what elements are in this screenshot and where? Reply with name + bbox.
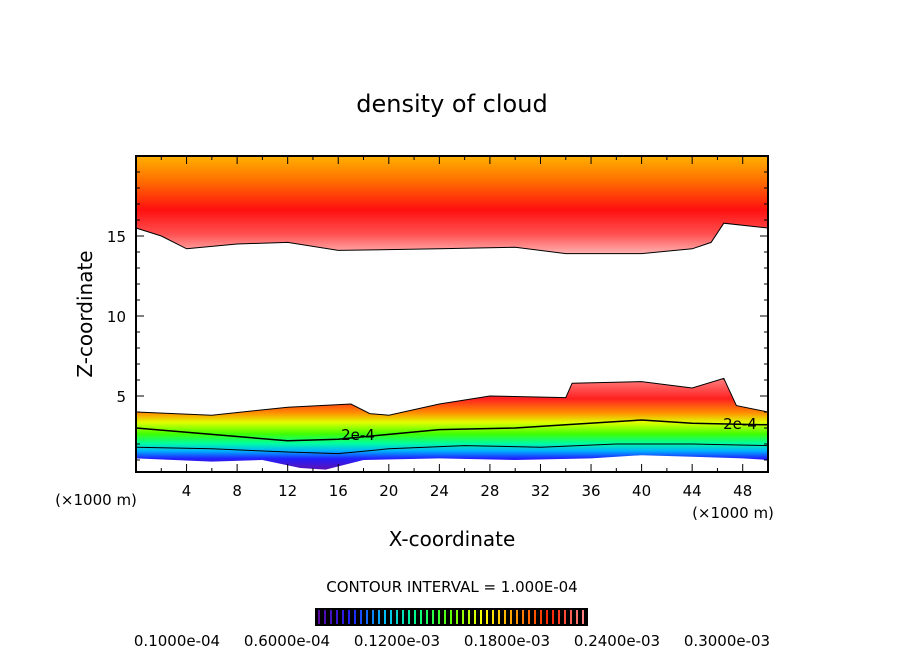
- x-tick-label: 24: [430, 482, 449, 500]
- colorbar-swatch: [582, 610, 584, 624]
- colorbar-label: 0.1000e-04: [134, 632, 220, 650]
- x-tick-label: 28: [480, 482, 499, 500]
- colorbar-swatch: [330, 610, 332, 624]
- x-unit-label-left: (×1000 m): [55, 491, 137, 509]
- colorbar-label: 0.1800e-03: [464, 632, 550, 650]
- colorbar-swatch: [462, 610, 464, 624]
- x-tick-label: 4: [182, 482, 192, 500]
- colorbar-swatch: [366, 610, 368, 624]
- colorbar-swatch: [540, 610, 542, 624]
- colorbar-swatch: [450, 610, 452, 624]
- colorbar-swatch: [360, 610, 362, 624]
- colorbar-swatch: [468, 610, 470, 624]
- colorbar-swatch: [348, 610, 350, 624]
- colorbar: [315, 608, 588, 626]
- x-tick-label: 40: [632, 482, 651, 500]
- y-tick-label: 5: [116, 388, 126, 406]
- colorbar-swatch: [474, 610, 476, 624]
- colorbar-swatch: [318, 610, 320, 624]
- contour-line: [135, 377, 769, 416]
- colorbar-swatch: [570, 610, 572, 624]
- x-tick-label: 8: [232, 482, 242, 500]
- contour-label: 2e-4: [341, 426, 375, 444]
- colorbar-swatch: [414, 610, 416, 624]
- colorbar-swatch: [576, 610, 578, 624]
- colorbar-swatch: [546, 610, 548, 624]
- colorbar-swatch: [420, 610, 422, 624]
- colorbar-swatch: [402, 610, 404, 624]
- colorbar-swatch: [558, 610, 560, 624]
- colorbar-swatch: [534, 610, 536, 624]
- contour-line: [135, 443, 769, 455]
- colorbar-swatch: [378, 610, 380, 624]
- chart-title: density of cloud: [356, 90, 547, 118]
- colorbar-swatch: [564, 610, 566, 624]
- y-axis-label: Z-coordinate: [73, 250, 97, 377]
- plot-frame: [135, 155, 769, 473]
- colorbar-label: 0.2400e-03: [574, 632, 660, 650]
- x-tick-label: 20: [379, 482, 398, 500]
- colorbar-swatch: [372, 610, 374, 624]
- colorbar-swatch: [384, 610, 386, 624]
- colorbar-swatch: [324, 610, 326, 624]
- colorbar-label: 0.1200e-03: [354, 632, 440, 650]
- colorbar-swatch: [432, 610, 434, 624]
- y-tick-label: 15: [107, 228, 126, 246]
- x-tick-label: 36: [581, 482, 600, 500]
- colorbar-swatch: [438, 610, 440, 624]
- x-axis-label: X-coordinate: [389, 527, 516, 551]
- contour-line-2e-4: [135, 419, 769, 442]
- colorbar-swatch: [510, 610, 512, 624]
- colorbar-swatch: [444, 610, 446, 624]
- colorbar-swatch: [354, 610, 356, 624]
- colorbar-swatch: [408, 610, 410, 624]
- colorbar-swatch: [516, 610, 518, 624]
- colorbar-swatch: [486, 610, 488, 624]
- x-tick-label: 12: [278, 482, 297, 500]
- colorbar-swatch: [390, 610, 392, 624]
- colorbar-swatch: [480, 610, 482, 624]
- colorbar-swatch: [498, 610, 500, 624]
- contour-line: [135, 222, 769, 255]
- colorbar-swatch: [456, 610, 458, 624]
- colorbar-swatch: [504, 610, 506, 624]
- x-tick-label: 48: [733, 482, 752, 500]
- contour-label: 2e-4: [723, 415, 757, 433]
- colorbar-label: 0.6000e-04: [244, 632, 330, 650]
- colorbar-swatch: [426, 610, 428, 624]
- colorbar-label: 0.3000e-03: [684, 632, 770, 650]
- lower-cloud-region: [136, 378, 768, 470]
- colorbar-swatch: [522, 610, 524, 624]
- upper-cloud-region: [136, 156, 768, 254]
- colorbar-swatch: [396, 610, 398, 624]
- x-tick-label: 44: [683, 482, 702, 500]
- x-unit-label-right: (×1000 m): [692, 504, 774, 522]
- colorbar-swatch: [492, 610, 494, 624]
- colorbar-swatch: [336, 610, 338, 624]
- x-tick-label: 16: [329, 482, 348, 500]
- x-tick-label: 32: [531, 482, 550, 500]
- y-tick-label: 10: [107, 308, 126, 326]
- contour-interval-label: CONTOUR INTERVAL = 1.000E-04: [326, 578, 577, 596]
- colorbar-swatch: [552, 610, 554, 624]
- colorbar-swatch: [342, 610, 344, 624]
- colorbar-swatch: [528, 610, 530, 624]
